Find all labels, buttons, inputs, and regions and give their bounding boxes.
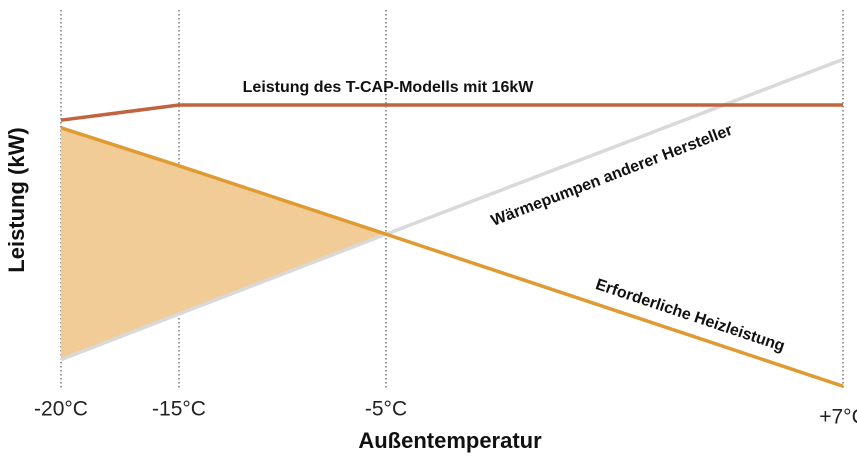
series-line: [60, 57, 844, 362]
series-line: [60, 103, 843, 122]
x-tick-label: -15°C: [152, 398, 206, 421]
x-tick-label: +7°C: [819, 406, 857, 429]
series-label: Erforderliche Heizleistung: [593, 276, 786, 355]
x-axis-label: Außentemperatur: [358, 428, 542, 453]
series-line: [60, 126, 844, 388]
gap-area: [61, 127, 386, 360]
series-label: Wärmepumpen anderer Hersteller: [489, 122, 735, 230]
y-axis-label: Leistung (kW): [4, 127, 29, 272]
x-tick-label: -20°C: [34, 398, 88, 421]
series-label: Leistung des T-CAP-Modells mit 16kW: [243, 79, 535, 96]
x-tick-label: -5°C: [365, 398, 407, 421]
